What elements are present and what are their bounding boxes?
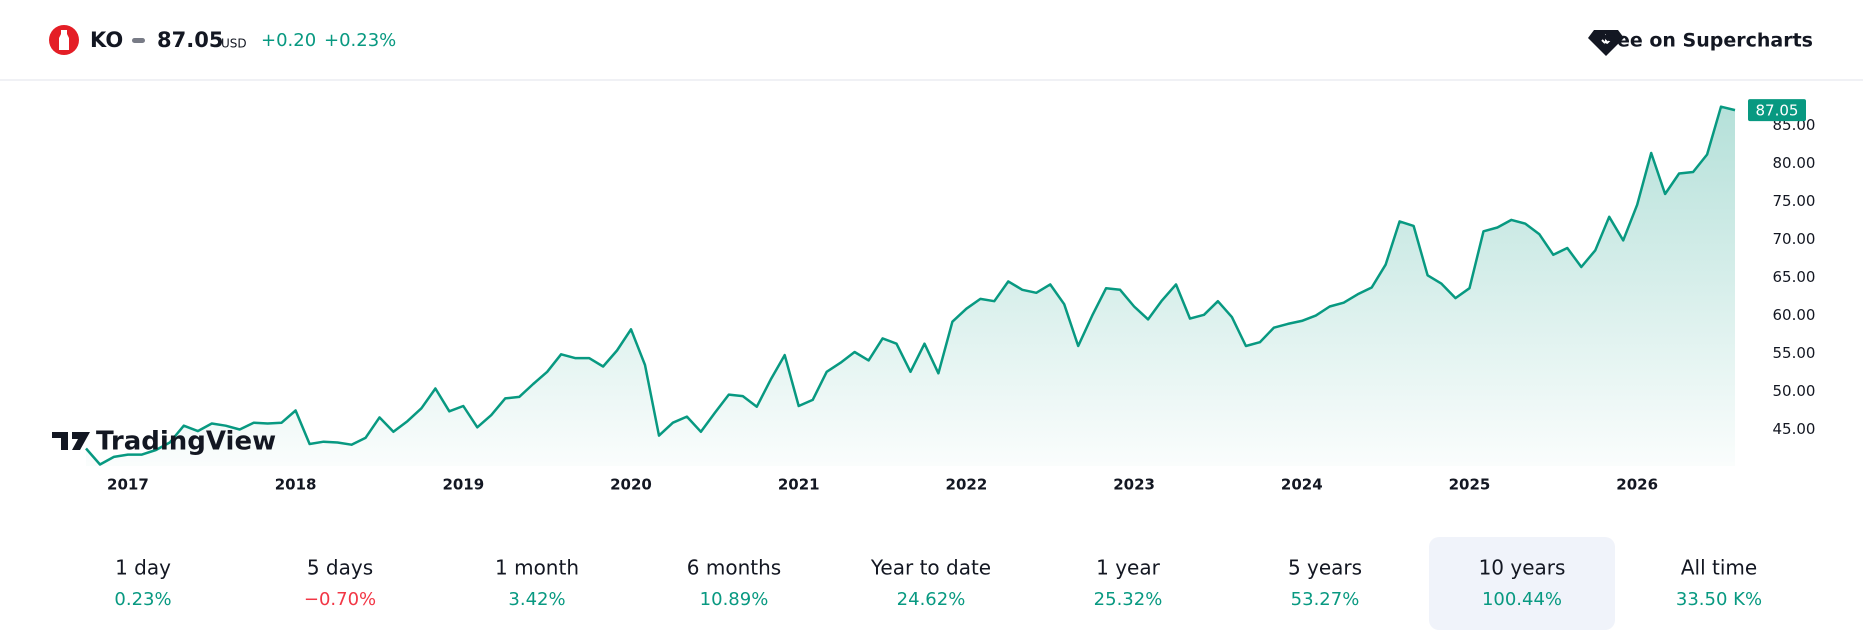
market-status bbox=[132, 38, 145, 43]
y-tick-label: 75.00 bbox=[1773, 192, 1816, 210]
period-button[interactable]: 5 years 53.27% bbox=[1288, 556, 1362, 611]
period-button[interactable]: All time 33.50 K% bbox=[1676, 556, 1762, 611]
x-tick-label: 2017 bbox=[107, 476, 149, 494]
period-change[interactable]: −0.70% bbox=[304, 589, 376, 610]
period-change[interactable]: 3.42% bbox=[508, 589, 565, 610]
y-tick-label: 60.00 bbox=[1773, 306, 1816, 324]
period-label[interactable]: Year to date bbox=[870, 556, 991, 580]
period-change[interactable]: 25.32% bbox=[1094, 589, 1163, 610]
x-tick-label: 2025 bbox=[1449, 476, 1491, 494]
currency: USD bbox=[221, 37, 247, 51]
y-tick-label: 50.00 bbox=[1773, 382, 1816, 400]
period-button[interactable]: 5 days −0.70% bbox=[304, 556, 376, 611]
period-label[interactable]: 1 year bbox=[1096, 556, 1160, 580]
period-button[interactable]: 1 year 25.32% bbox=[1094, 556, 1163, 611]
period-change[interactable]: 33.50 K% bbox=[1676, 589, 1762, 610]
y-tick-label: 45.00 bbox=[1773, 420, 1816, 438]
period-button[interactable]: 6 months 10.89% bbox=[687, 556, 781, 611]
x-tick-label: 2022 bbox=[946, 476, 988, 494]
watermark-text: TradingView bbox=[96, 427, 276, 457]
chart: 45.00 50.00 55.00 60.00 65.00 70.00 75.00 80.00… bbox=[85, 99, 1816, 494]
price-line bbox=[85, 105, 1736, 466]
x-tick-label: 2020 bbox=[610, 476, 652, 494]
period-label[interactable]: 5 years bbox=[1288, 556, 1362, 580]
period-label[interactable]: 5 days bbox=[307, 556, 373, 580]
y-tick-label: 70.00 bbox=[1773, 230, 1816, 248]
area-fill bbox=[86, 106, 1735, 466]
symbol-logo bbox=[49, 25, 79, 55]
period-change[interactable]: 0.23% bbox=[114, 589, 171, 610]
x-tick-label: 2019 bbox=[442, 476, 484, 494]
change: +0.20 bbox=[261, 30, 316, 51]
symbol: KO bbox=[90, 28, 123, 52]
periods: 1 day 0.23% 5 days −0.70% 1 month 3.42% 6 mont… bbox=[114, 537, 1762, 630]
period-button[interactable]: Year to date 24.62% bbox=[870, 556, 991, 611]
last-price-label: 87.05 bbox=[1756, 102, 1799, 120]
x-tick-label: 2021 bbox=[778, 476, 820, 494]
period-change[interactable]: 24.62% bbox=[897, 589, 966, 610]
x-tick-label: 2023 bbox=[1113, 476, 1155, 494]
period-label[interactable]: All time bbox=[1681, 556, 1757, 580]
x-tick-label: 2026 bbox=[1616, 476, 1658, 494]
period-label[interactable]: 1 month bbox=[495, 556, 579, 580]
period-label[interactable]: 6 months bbox=[687, 556, 781, 580]
period-button[interactable]: 1 month 3.42% bbox=[495, 556, 579, 611]
selected-background[interactable] bbox=[1429, 537, 1615, 630]
period-change[interactable]: 100.44% bbox=[1482, 589, 1562, 610]
period-button[interactable]: 10 years 100.44% bbox=[1429, 537, 1615, 630]
period-change[interactable]: 10.89% bbox=[700, 589, 769, 610]
last-price-tag bbox=[1748, 99, 1806, 122]
period-label[interactable]: 1 day bbox=[115, 556, 171, 580]
supercharts-link[interactable]: See on Supercharts bbox=[1588, 30, 1813, 57]
period-label[interactable]: 10 years bbox=[1479, 556, 1566, 580]
change-percent: +0.23% bbox=[324, 30, 396, 51]
y-tick-label: 65.00 bbox=[1773, 268, 1816, 286]
y-tick-label: 80.00 bbox=[1773, 154, 1816, 172]
y-tick-label: 55.00 bbox=[1773, 344, 1816, 362]
period-button[interactable]: 1 day 0.23% bbox=[114, 556, 171, 611]
period-change[interactable]: 53.27% bbox=[1291, 589, 1360, 610]
watermark: TradingView bbox=[52, 427, 276, 457]
x-tick-label: 2024 bbox=[1281, 476, 1323, 494]
x-tick-label: 2018 bbox=[275, 476, 317, 494]
link-text[interactable]: See on Supercharts bbox=[1603, 30, 1813, 52]
price: 87.05 bbox=[157, 28, 223, 52]
